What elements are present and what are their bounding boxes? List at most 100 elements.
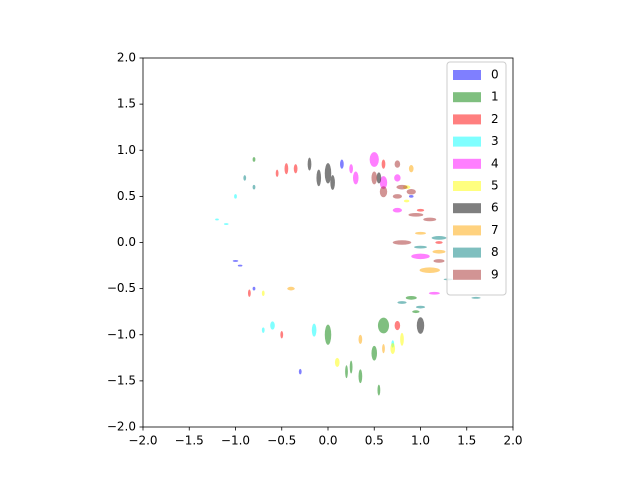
legend-swatch [453, 114, 481, 125]
ellipse-marker [392, 240, 412, 245]
ellipse-marker [392, 194, 402, 199]
legend-swatch [453, 181, 481, 191]
ellipse-marker [234, 194, 237, 199]
ellipse-marker [223, 223, 229, 225]
x-tick-label: 1.0 [411, 434, 430, 448]
ellipse-marker [237, 264, 243, 267]
y-tick-label: 0.0 [117, 235, 136, 249]
ellipse-marker [423, 217, 437, 222]
legend-label: 9 [491, 267, 499, 281]
ellipse-marker [414, 231, 427, 235]
legend-swatch [453, 269, 481, 280]
ellipse-marker [428, 291, 440, 295]
ellipse-marker [471, 296, 481, 299]
x-tick-label: 0.0 [318, 434, 337, 448]
x-tick-label: −2.0 [128, 434, 157, 448]
ellipse-marker [330, 175, 335, 190]
ellipse-marker [396, 184, 408, 190]
ellipse-marker [349, 164, 353, 174]
ellipse-marker [377, 317, 390, 334]
ellipse-marker [261, 290, 265, 297]
ellipse-marker [379, 186, 388, 198]
x-tick-label: −1.0 [221, 434, 250, 448]
legend-label: 5 [491, 179, 499, 193]
ellipse-marker [416, 208, 425, 212]
ellipse-marker [411, 253, 430, 260]
y-tick-label: 0.5 [117, 189, 136, 203]
ellipse-marker [261, 327, 265, 333]
ellipse-marker [252, 157, 256, 162]
x-tick-label: 1.5 [457, 434, 476, 448]
ellipse-marker [311, 323, 317, 337]
ellipse-marker [400, 332, 404, 346]
ellipse-marker [243, 175, 247, 181]
legend-swatch [453, 225, 481, 236]
legend-swatch [453, 247, 481, 258]
legend-label: 1 [491, 90, 499, 104]
ellipse-marker [376, 172, 382, 184]
ellipse-marker [275, 169, 279, 178]
ellipse-marker [419, 267, 440, 273]
ellipse-marker [394, 320, 401, 331]
legend-label: 7 [491, 223, 499, 237]
ellipse-marker [371, 345, 378, 361]
ellipse-marker [284, 163, 289, 175]
ellipse-marker [403, 199, 410, 203]
ellipse-marker [377, 384, 381, 396]
ellipse-marker [435, 241, 443, 244]
ellipse-marker [287, 286, 295, 291]
ellipse-marker [415, 305, 426, 309]
ellipse-marker [270, 321, 275, 330]
legend-swatch [453, 70, 481, 80]
legend: 0 1 2 3 4 5 6 7 8 9 [446, 61, 507, 296]
legend-label: 8 [491, 245, 499, 259]
ellipse-marker [252, 286, 256, 291]
ellipse-marker [412, 310, 420, 314]
x-tick-label: −0.5 [267, 434, 296, 448]
ellipse-marker [394, 174, 401, 182]
ellipse-marker [324, 324, 332, 345]
legend-label: 2 [491, 112, 499, 126]
legend-swatch [453, 92, 481, 103]
legend-label: 0 [491, 68, 499, 82]
ellipse-marker [215, 218, 219, 221]
ellipse-marker [247, 289, 251, 297]
y-tick-label: −2.0 [107, 420, 136, 434]
legend-swatch [453, 136, 481, 147]
ellipse-marker [352, 171, 359, 185]
ellipse-marker [316, 169, 322, 187]
ellipse-marker [379, 176, 388, 189]
x-tick-label: 0.5 [365, 434, 384, 448]
ellipse-marker [414, 245, 427, 249]
legend-swatch [453, 158, 481, 169]
legend-label: 6 [491, 201, 499, 215]
ellipse-marker [358, 369, 363, 384]
ellipse-marker [392, 207, 402, 213]
ellipse-marker [382, 343, 385, 354]
ellipse-marker [232, 260, 239, 262]
ellipse-marker [369, 152, 379, 167]
ellipse-marker [406, 188, 416, 195]
ellipse-marker [408, 212, 424, 217]
ellipse-marker [280, 331, 284, 339]
legend-label: 4 [491, 156, 499, 170]
ellipse-marker [416, 317, 425, 334]
ellipse-marker [381, 159, 386, 169]
ellipse-marker [432, 249, 446, 254]
ellipse-marker [390, 343, 396, 355]
ellipse-marker [431, 236, 447, 240]
ellipse-marker [334, 357, 340, 368]
ellipse-marker [433, 259, 445, 263]
y-tick-label: 1.5 [117, 97, 136, 111]
legend-swatch [453, 203, 481, 214]
ellipse-marker [349, 360, 353, 374]
ellipse-marker [252, 184, 256, 190]
ellipse-marker [340, 159, 344, 169]
ellipse-marker [324, 163, 332, 184]
ellipse-marker [307, 157, 312, 171]
ellipse-marker [394, 160, 401, 168]
ellipse-marker [298, 368, 302, 375]
legend-label: 3 [491, 134, 499, 148]
ellipse-marker [397, 301, 407, 304]
